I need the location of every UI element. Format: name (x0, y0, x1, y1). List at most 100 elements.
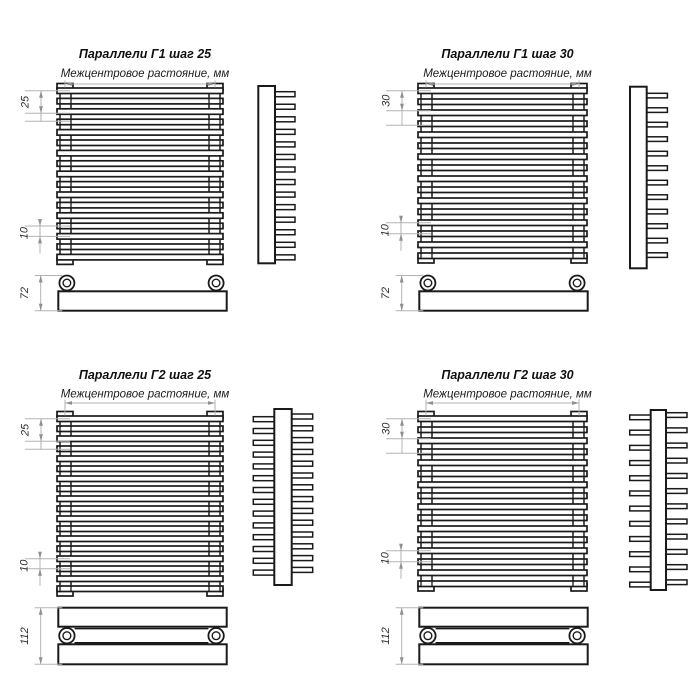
step-dimension: 25 (20, 90, 70, 122)
drawing-title: Параллели Г2 шаг 30 (441, 368, 573, 382)
side-tooth-left (628, 475, 654, 482)
side-tooth-right (663, 411, 688, 419)
side-tooth-right (272, 128, 296, 136)
radiator-bar (417, 186, 588, 194)
dimension-arrow (399, 233, 403, 241)
radiator-bar (56, 243, 224, 251)
depth-dimension: 72 (380, 275, 424, 312)
side-tooth-right (288, 460, 314, 467)
radiator-bar (417, 131, 588, 139)
side-tooth-left (628, 581, 654, 588)
radiator-bar (417, 481, 588, 489)
radiator-bar (56, 525, 224, 533)
side-tooth-left (252, 569, 278, 576)
side-tooth-right (272, 153, 296, 161)
side-tooth-right (663, 518, 688, 525)
front-view (56, 410, 224, 597)
gap-dimension: 10 (19, 218, 70, 254)
depth-dimension: 112 (19, 607, 63, 665)
radiator-bar (417, 569, 588, 577)
side-tooth-right (643, 92, 669, 99)
radiator-bar (56, 415, 224, 423)
dimension-arrow (38, 657, 43, 665)
radiator-bar (417, 503, 588, 511)
gap-dimension: 10 (380, 543, 431, 579)
side-tooth-right (643, 150, 669, 157)
dimension-arrow (208, 401, 215, 405)
radiator-bar (56, 139, 224, 147)
radiator-bar (56, 565, 224, 573)
side-tooth-left (252, 427, 278, 435)
radiator-bar (56, 515, 224, 523)
side-tooth-left (628, 459, 654, 467)
side-tooth-right (663, 442, 688, 449)
depth-dimension: 112 (380, 607, 424, 665)
radiator-bar (417, 514, 588, 522)
dimension-arrow (399, 607, 404, 615)
radiator-bar (56, 87, 224, 95)
depth-dimension-label: 72 (380, 287, 392, 299)
side-tooth-left (628, 444, 654, 451)
drawing-parallels-g1-step-25: Параллели Г1 шаг 25 Межцентровое растояни… (19, 47, 296, 312)
radiator-bar (417, 426, 588, 434)
side-tooth-left (252, 498, 278, 506)
radiator-bar (56, 222, 224, 230)
radiator-bar (417, 459, 588, 467)
radiator-bar (56, 455, 224, 463)
dimension-arrow (38, 218, 42, 226)
side-tooth-right (288, 472, 314, 479)
distance-dimension (425, 80, 580, 88)
collector-pipe-inner-circle (211, 631, 221, 641)
dimension-arrow (38, 275, 43, 283)
side-tooth-left (628, 520, 654, 527)
radiator-bar (417, 547, 588, 555)
side-tooth-right (272, 203, 296, 211)
distance-dimension-label: Межцентровое растояние, мм (423, 389, 592, 401)
dimension-arrow (400, 418, 404, 426)
dimension-arrow (399, 543, 403, 551)
side-tooth-right (643, 136, 669, 143)
radiator-bar (56, 485, 224, 493)
side-tooth-right (288, 507, 314, 515)
side-tooth-right (643, 237, 669, 244)
side-tooth-left (628, 566, 654, 573)
bottom-view (418, 274, 589, 312)
dimension-arrow (399, 275, 404, 283)
side-tooth-right (288, 543, 314, 550)
collector-pipe-inner-circle (423, 631, 433, 641)
side-tooth-right (272, 178, 296, 186)
side-tooth-left (252, 463, 278, 470)
radiator-bar (56, 505, 224, 513)
bottom-body-front (418, 606, 589, 628)
dimension-arrow (38, 303, 43, 311)
radiator-bar (56, 475, 224, 483)
side-tooth-right (663, 503, 688, 510)
side-tooth-right (643, 165, 669, 172)
side-tooth-left (628, 414, 654, 421)
dimension-arrow (38, 607, 43, 615)
step-dimension: 30 (381, 90, 431, 126)
radiator-bar (56, 107, 224, 116)
side-tooth-right (288, 436, 314, 444)
side-collector (273, 408, 293, 586)
radiator-bar (417, 98, 588, 106)
radiator-bar (56, 465, 224, 473)
radiator-bar (417, 437, 588, 445)
side-tooth-right (272, 191, 296, 198)
side-tooth-left (628, 551, 654, 558)
radiator-bar (417, 580, 588, 588)
side-tooth-right (663, 427, 688, 434)
bottom-body-back (418, 643, 589, 666)
distance-dimension-label: Межцентровое растояние, мм (423, 68, 592, 80)
radiator-bar (417, 87, 588, 95)
drawing-parallels-g2-step-30: Параллели Г2 шаг 30 Межцентровое растояни… (380, 368, 688, 666)
side-tooth-right (643, 179, 669, 186)
distance-dimension-label: Межцентровое растояние, мм (61, 389, 230, 401)
radiator-bar (56, 535, 224, 543)
bottom-view (57, 274, 228, 312)
side-tooth-left (252, 510, 278, 517)
dimension-arrow (65, 401, 72, 405)
distance-dimension (64, 399, 216, 416)
side-tooth-right (663, 579, 688, 586)
